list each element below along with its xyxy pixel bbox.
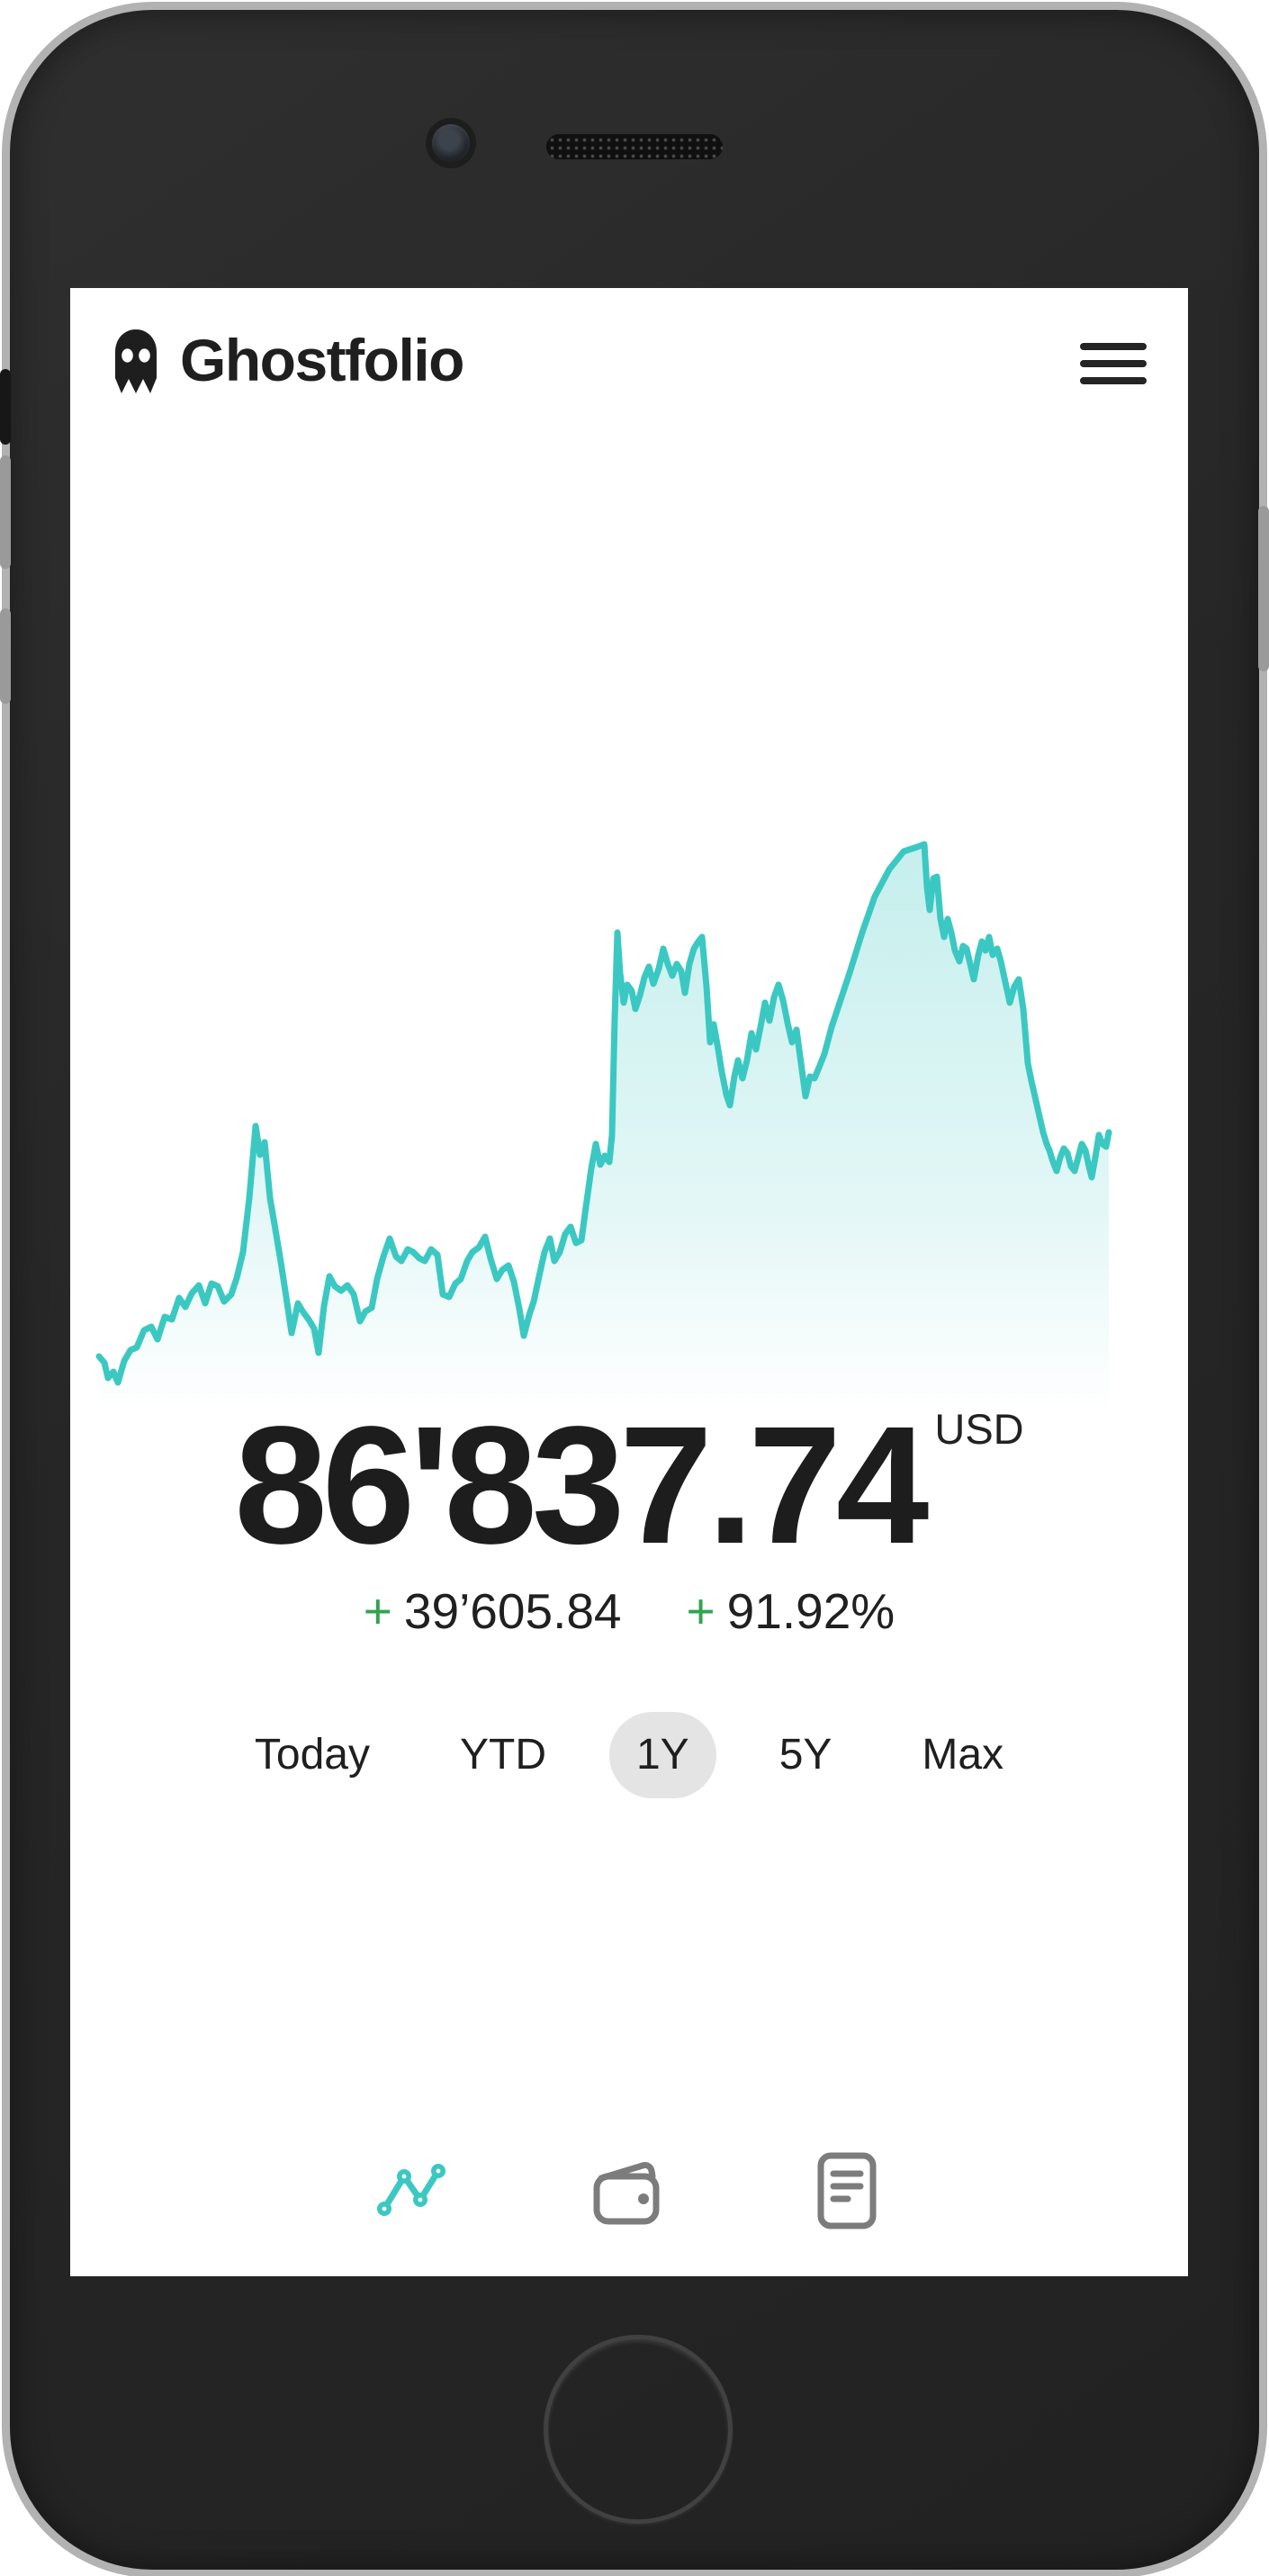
document-icon xyxy=(817,2152,877,2229)
chart-area-fill xyxy=(99,844,1109,1415)
portfolio-value-row: 86'837.74 USD xyxy=(70,1402,1188,1570)
line-chart-icon xyxy=(377,2164,446,2216)
change-absolute: + 39’605.84 xyxy=(364,1582,622,1640)
portfolio-change-row: + 39’605.84 + 91.92% xyxy=(70,1582,1188,1640)
currency-label: USD xyxy=(934,1405,1024,1453)
ghost-icon xyxy=(115,329,157,393)
nav-item-overview[interactable] xyxy=(373,2152,450,2229)
front-camera xyxy=(432,124,470,162)
app-screen: Ghostfolio 86'837.74 USD xyxy=(70,288,1188,2276)
mute-switch xyxy=(0,369,11,445)
change-percent: + 91.92% xyxy=(687,1582,896,1640)
app-header: Ghostfolio xyxy=(70,288,1188,441)
wallet-icon xyxy=(593,2162,660,2225)
plus-sign: + xyxy=(363,1583,392,1639)
nav-item-portfolio[interactable] xyxy=(590,2152,668,2229)
performance-chart[interactable] xyxy=(70,792,1188,1422)
speaker-grille xyxy=(546,134,723,159)
page-title: Ghostfolio xyxy=(180,327,464,393)
chart-svg xyxy=(95,841,1112,1415)
range-button-max[interactable]: Max xyxy=(922,1731,1004,1779)
plus-sign: + xyxy=(686,1583,716,1639)
change-absolute-value: 39’605.84 xyxy=(403,1583,622,1639)
hamburger-icon[interactable] xyxy=(1080,338,1147,386)
range-button-today[interactable]: Today xyxy=(254,1731,370,1779)
bottom-nav xyxy=(70,2152,1188,2229)
range-selector: Today YTD 1Y 5Y Max xyxy=(70,1712,1188,1798)
range-button-ytd[interactable]: YTD xyxy=(459,1731,546,1779)
nav-item-transactions[interactable] xyxy=(808,2152,886,2229)
range-button-5y[interactable]: 5Y xyxy=(778,1731,832,1779)
chart-line xyxy=(95,841,1112,1386)
volume-up-button xyxy=(0,455,11,569)
range-button-1y[interactable]: 1Y xyxy=(608,1712,716,1798)
power-button xyxy=(1258,506,1269,671)
change-percent-value: 91.92% xyxy=(726,1583,896,1639)
portfolio-total-value: 86'837.74 xyxy=(234,1392,929,1579)
home-button[interactable] xyxy=(544,2335,733,2524)
volume-down-button xyxy=(0,608,11,704)
